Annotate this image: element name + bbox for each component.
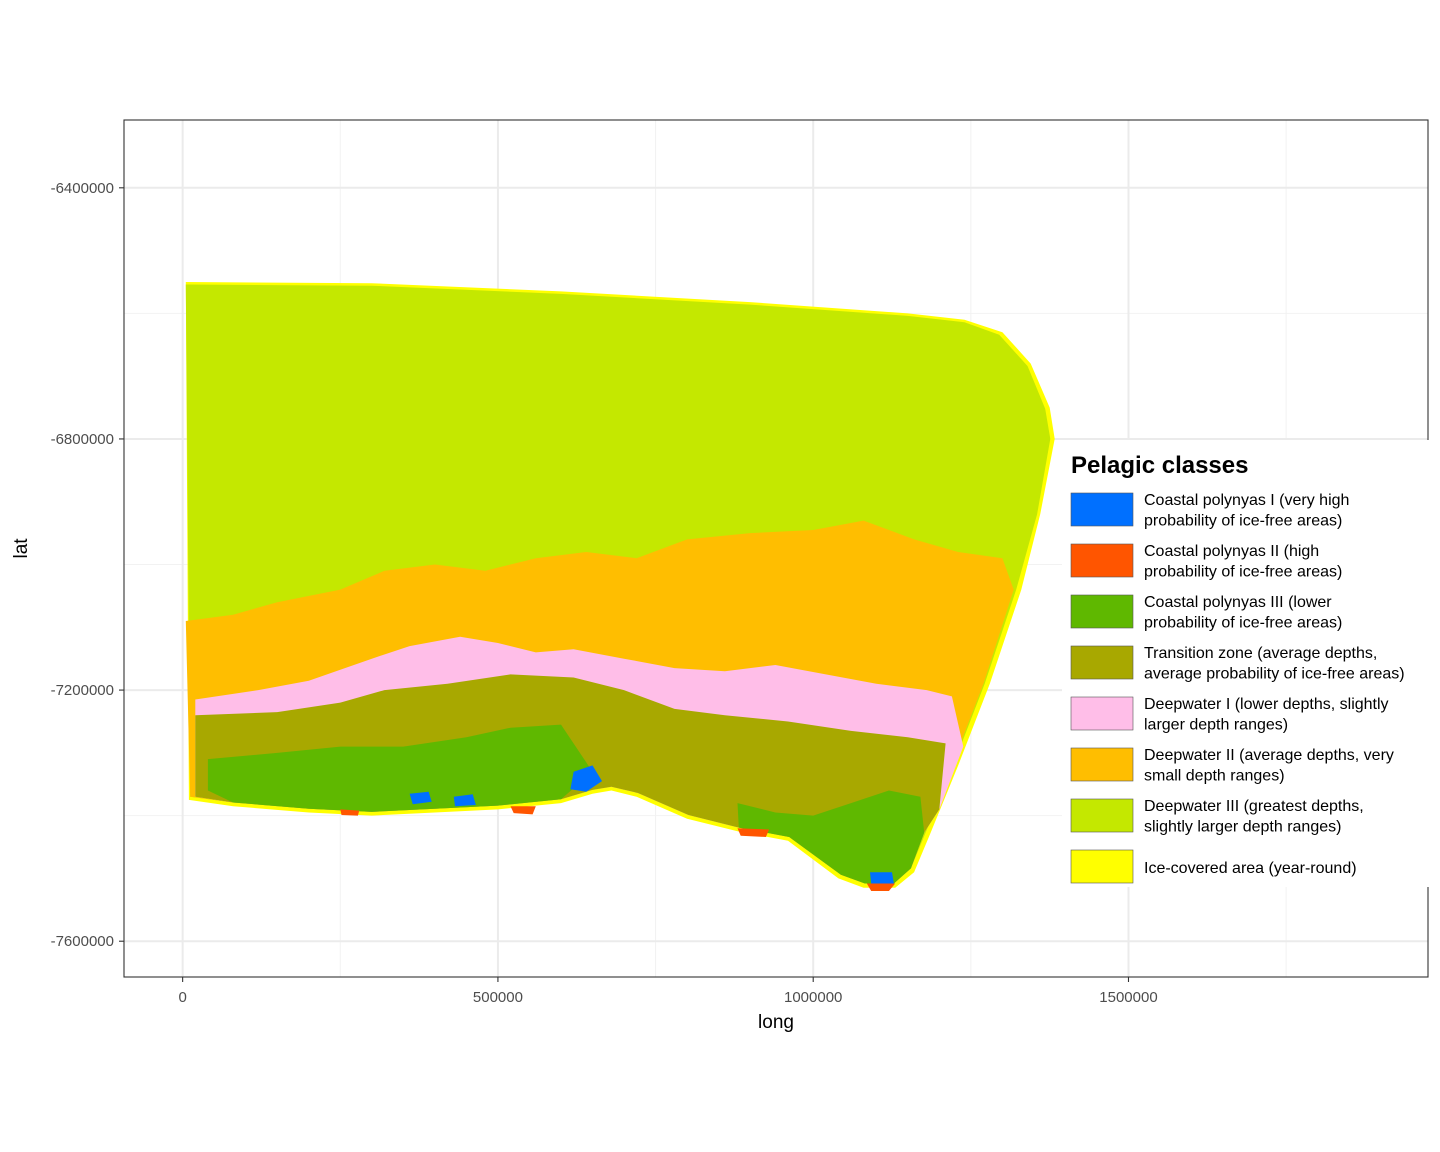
- legend-item: Coastal polynyas I (very high probability…: [1070, 492, 1349, 530]
- legend-swatch: [1070, 543, 1134, 578]
- legend-label: Coastal polynyas I (very high probability…: [1144, 492, 1349, 530]
- legend-swatch: [1070, 696, 1134, 731]
- legend-items: Coastal polynyas I (very high probability…: [1070, 492, 1405, 884]
- legend: Pelagic classes Coastal polynyas I (very…: [1062, 440, 1430, 887]
- legend-label: Coastal polynyas II (high probability of …: [1144, 543, 1342, 581]
- legend-item: Deepwater II (average depths, very small …: [1070, 747, 1394, 785]
- legend-label-line: Ice-covered area (year-round): [1144, 860, 1357, 877]
- legend-swatch: [1070, 798, 1134, 833]
- legend-label-line: Deepwater III (greatest depths,: [1144, 798, 1364, 815]
- x-tick-label: 1000000: [784, 989, 842, 1006]
- legend-label-line: Coastal polynyas III (lower: [1144, 594, 1332, 611]
- legend-label: Deepwater III (greatest depths, slightly …: [1144, 798, 1364, 836]
- x-tick-label: 500000: [473, 989, 523, 1006]
- region-polygon: [870, 872, 894, 884]
- legend-label: Transition zone (average depths, average …: [1144, 645, 1405, 683]
- legend-label-line: Coastal polynyas I (very high: [1144, 492, 1349, 509]
- legend-title: Pelagic classes: [1071, 452, 1248, 479]
- region-polygon: [207, 724, 593, 812]
- legend-label-line: Transition zone (average depths,: [1144, 645, 1377, 662]
- legend-label: Deepwater I (lower depths, slightly large…: [1144, 696, 1389, 734]
- y-tick-label: -6400000: [51, 180, 114, 197]
- region-polygon: [510, 806, 536, 815]
- legend-item: Ice-covered area (year-round): [1070, 849, 1357, 884]
- legend-swatch: [1070, 645, 1134, 680]
- legend-label-line: small depth ranges): [1144, 768, 1285, 785]
- legend-label: Coastal polynyas III (lower probability o…: [1144, 594, 1342, 632]
- legend-label-line: Deepwater I (lower depths, slightly: [1144, 696, 1389, 713]
- legend-item: Coastal polynyas III (lower probability o…: [1070, 594, 1342, 632]
- legend-label-line: Deepwater II (average depths, very: [1144, 747, 1394, 764]
- region-polygon: [409, 791, 432, 805]
- x-tick-label: 0: [178, 989, 186, 1006]
- legend-swatch: [1070, 849, 1134, 884]
- y-tick-label: -7600000: [51, 933, 114, 950]
- legend-item: Deepwater III (greatest depths, slightly …: [1070, 798, 1364, 836]
- legend-label-line: slightly larger depth ranges): [1144, 819, 1341, 836]
- legend-label-line: probability of ice-free areas): [1144, 564, 1342, 581]
- legend-swatch: [1070, 492, 1134, 527]
- legend-swatch: [1070, 747, 1134, 782]
- y-tick-label: -7200000: [51, 682, 114, 699]
- region-polygon: [570, 765, 602, 792]
- legend-label: Deepwater II (average depths, very small …: [1144, 747, 1394, 785]
- legend-label-line: probability of ice-free areas): [1144, 513, 1342, 530]
- region-polygon: [453, 794, 476, 807]
- legend-swatch: [1070, 594, 1134, 629]
- legend-item: Deepwater I (lower depths, slightly large…: [1070, 696, 1389, 734]
- legend-label-line: average probability of ice-free areas): [1144, 666, 1405, 683]
- region-polygon: [737, 790, 925, 884]
- y-tick-label: -6800000: [51, 431, 114, 448]
- x-tick-label: 1500000: [1099, 989, 1157, 1006]
- legend-item: Transition zone (average depths, average …: [1070, 645, 1405, 683]
- legend-label-line: probability of ice-free areas): [1144, 615, 1342, 632]
- legend-label-line: larger depth ranges): [1144, 717, 1288, 734]
- y-axis-title: lat: [11, 538, 32, 559]
- region-polygon: [866, 883, 896, 891]
- legend-label-line: Coastal polynyas II (high: [1144, 543, 1319, 560]
- x-axis-title: long: [758, 1012, 794, 1033]
- legend-item: Coastal polynyas II (high probability of …: [1070, 543, 1342, 581]
- legend-label: Ice-covered area (year-round): [1144, 860, 1357, 877]
- pelagic-class-regions: [185, 282, 1055, 891]
- x-axis: 0 500000 1000000 1500000: [178, 977, 1158, 1006]
- region-polygon: [340, 809, 360, 816]
- region-polygon: [737, 828, 770, 837]
- y-axis: -6400000 -6800000 -7200000 -7600000: [51, 180, 124, 950]
